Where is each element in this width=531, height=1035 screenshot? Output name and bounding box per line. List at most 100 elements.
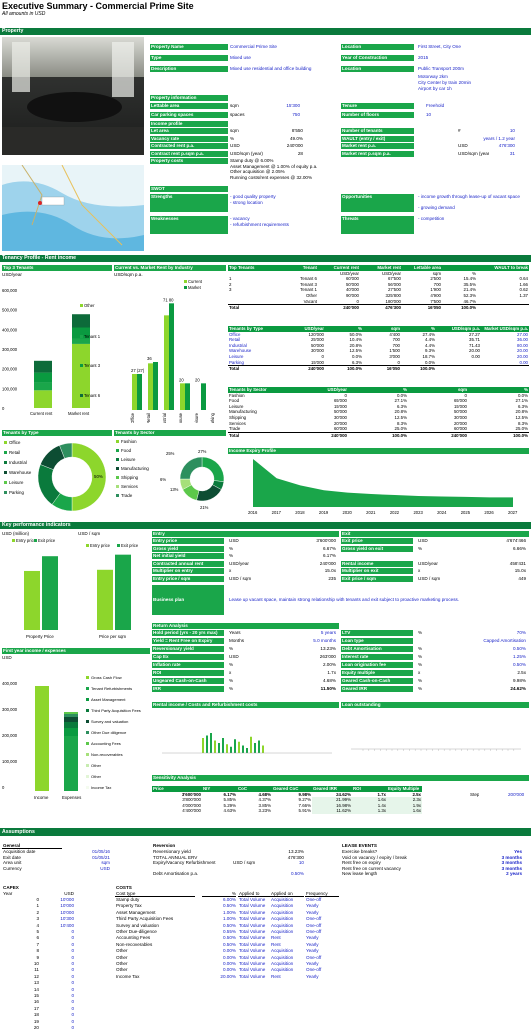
costs-cell[interactable]: Rent xyxy=(271,941,281,947)
costs-cell[interactable]: 0.00% xyxy=(222,967,236,973)
swot-item[interactable]: - vacancy xyxy=(230,216,250,221)
capex-value[interactable]: 0 xyxy=(71,980,74,986)
costs-cell[interactable]: Acquisition xyxy=(271,916,294,922)
costs-cell[interactable]: 0.50% xyxy=(222,941,236,947)
income-value[interactable]: 476'300 xyxy=(498,143,515,148)
costs-cell[interactable]: Acquisition xyxy=(271,922,294,928)
general-value[interactable]: 01/05/21 xyxy=(92,854,110,860)
swot-item[interactable]: - strong location xyxy=(230,199,263,205)
costs-cell[interactable]: 0.50% xyxy=(222,935,236,941)
reversion-value[interactable]: 0.50% xyxy=(290,871,304,877)
costs-cell[interactable]: Total Volume xyxy=(239,909,266,915)
lease-value[interactable]: 3 months xyxy=(501,860,522,866)
step-value[interactable]: 200'000 xyxy=(508,792,525,797)
capex-value[interactable]: 0 xyxy=(71,1005,74,1011)
capex-value[interactable]: 10'000 xyxy=(60,897,74,902)
costs-cell[interactable]: Yearly xyxy=(306,903,319,909)
costs-cell[interactable]: One-off xyxy=(306,954,322,960)
income-value[interactable]: 31 xyxy=(509,150,515,156)
general-value[interactable]: 01/05/16 xyxy=(92,849,110,854)
costs-cell[interactable]: Yearly xyxy=(306,961,319,966)
capex-value[interactable]: 0 xyxy=(71,967,74,973)
swot-item[interactable]: - good quality property xyxy=(230,194,276,199)
info-value[interactable]: 15'300 xyxy=(286,103,300,108)
costs-cell[interactable]: 0.50% xyxy=(222,922,236,928)
return-value[interactable]: Capped Amortisation xyxy=(483,638,526,643)
capex-value[interactable]: 0 xyxy=(71,1025,74,1030)
costs-cell[interactable]: Acquisition xyxy=(271,961,294,966)
costs-cell[interactable]: Total Volume xyxy=(239,973,266,979)
costs-cell[interactable]: Yearly xyxy=(306,935,319,941)
swot-item[interactable]: - competition xyxy=(418,216,445,221)
property-value[interactable]: 2015 xyxy=(418,55,429,60)
reversion-value[interactable]: 10 xyxy=(298,860,304,866)
costs-cell[interactable]: Acquisition xyxy=(271,903,294,909)
costs-cell[interactable]: One-off xyxy=(306,897,322,902)
costs-cell[interactable]: Acquisition xyxy=(271,897,294,902)
costs-cell[interactable]: One-off xyxy=(306,922,322,928)
costs-cell[interactable]: Total Volume xyxy=(239,954,266,960)
lease-value[interactable]: 3 months xyxy=(501,865,522,871)
costs-cell[interactable]: Total Volume xyxy=(239,935,266,941)
lease-value[interactable]: 3 months xyxy=(501,854,522,860)
costs-cell[interactable]: 0.55% xyxy=(222,929,236,934)
costs-cell[interactable]: Rent xyxy=(271,935,281,941)
costs-cell[interactable]: Total Volume xyxy=(239,897,266,902)
capex-value[interactable]: 0 xyxy=(71,941,74,947)
costs-cell[interactable]: Total Volume xyxy=(239,961,266,966)
costs-cell[interactable]: 20.00% xyxy=(220,973,236,979)
capex-value[interactable]: 0 xyxy=(71,993,74,998)
capex-value[interactable]: 0 xyxy=(71,948,74,954)
capex-value[interactable]: 0 xyxy=(71,929,74,934)
capex-value[interactable]: 0 xyxy=(71,954,74,960)
costs-cell[interactable]: One-off xyxy=(306,967,322,973)
costs-cell[interactable]: One-off xyxy=(306,916,322,922)
general-value[interactable]: USD xyxy=(100,865,110,871)
capex-value[interactable]: 0 xyxy=(71,973,74,979)
capex-value[interactable]: 10'300 xyxy=(60,916,74,922)
property-value[interactable]: Mixed use residential and office buildin… xyxy=(230,66,312,71)
property-value[interactable]: First Street, City One xyxy=(418,44,461,49)
costs-cell[interactable]: 0.00% xyxy=(222,954,236,960)
costs-cell[interactable]: 0.00% xyxy=(222,961,236,966)
return-value[interactable]: 5 years xyxy=(320,630,336,635)
general-value[interactable]: sqm xyxy=(101,860,110,866)
return-value[interactable]: 0.50% xyxy=(512,646,526,651)
income-value[interactable]: 10 xyxy=(509,128,515,133)
costs-cell[interactable]: Acquisition xyxy=(271,909,294,915)
swot-item[interactable]: - refurbishment requirements xyxy=(230,221,289,227)
location-detail[interactable]: City Center by train 20min xyxy=(418,80,472,85)
costs-cell[interactable]: Total Volume xyxy=(239,922,266,928)
costs-cell[interactable]: One-off xyxy=(306,929,322,934)
capex-value[interactable]: 0 xyxy=(71,961,74,966)
location-detail[interactable]: Airport by car 1h xyxy=(418,86,452,91)
swot-item[interactable]: - growing demand xyxy=(418,205,455,210)
info-value[interactable]: 750 xyxy=(292,112,300,117)
costs-cell[interactable]: Total Volume xyxy=(239,941,266,947)
costs-cell[interactable]: Total Volume xyxy=(239,967,266,973)
return-value[interactable]: 0.50% xyxy=(512,662,526,667)
costs-cell[interactable]: Acquisition xyxy=(271,954,294,960)
business-plan-text[interactable]: Lease up vacant space, maintain strong r… xyxy=(229,597,460,602)
costs-cell[interactable]: 1.00% xyxy=(222,909,236,915)
return-value[interactable]: 70% xyxy=(516,630,526,635)
costs-cell[interactable]: Yearly xyxy=(306,973,319,979)
capex-value[interactable]: 10'000 xyxy=(60,909,74,915)
costs-cell[interactable]: 1.00% xyxy=(222,916,236,922)
costs-cell[interactable]: 0.50% xyxy=(222,903,236,909)
swot-item[interactable]: - income growth through lease-up of vaca… xyxy=(418,194,520,199)
capex-value[interactable]: 0 xyxy=(71,1018,74,1024)
costs-cell[interactable]: Total Volume xyxy=(239,916,266,922)
costs-cell[interactable]: Acquisition xyxy=(271,929,294,934)
capex-value[interactable]: 10'400 xyxy=(60,922,74,928)
costs-cell[interactable]: Acquisition xyxy=(271,948,294,954)
lease-value[interactable]: Yes xyxy=(514,849,522,854)
costs-cell[interactable]: Yearly xyxy=(306,909,319,915)
costs-cell[interactable]: Total Volume xyxy=(239,903,266,909)
costs-cell[interactable]: 6.00% xyxy=(222,897,236,902)
property-value[interactable]: Commercial Prime Site xyxy=(230,44,277,49)
lease-value[interactable]: 2 years xyxy=(506,871,522,877)
costs-cell[interactable]: Yearly xyxy=(306,941,319,947)
capex-value[interactable]: 0 xyxy=(71,935,74,941)
property-value[interactable]: Mixed use xyxy=(230,55,251,60)
